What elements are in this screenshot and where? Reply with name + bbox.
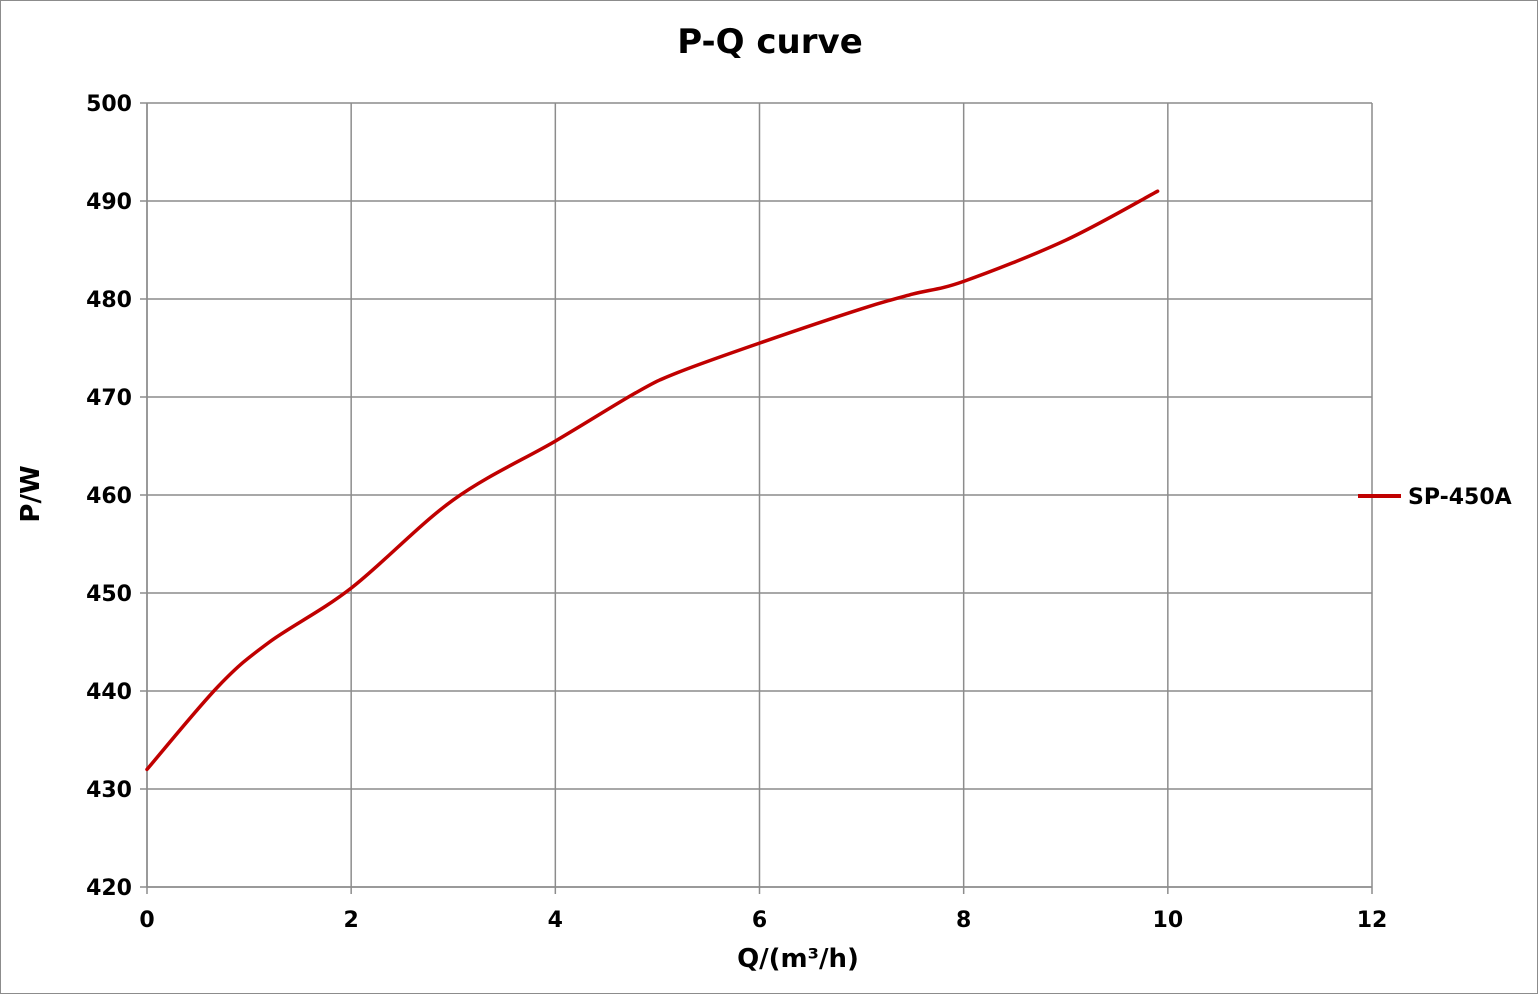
- y-tick-label-420: 420: [86, 876, 132, 901]
- x-tick-label-8: 8: [956, 908, 971, 933]
- y-axis-label: P/W: [16, 465, 46, 522]
- y-tick-label-480: 480: [86, 288, 132, 313]
- axes: [140, 102, 1373, 894]
- grid-lines: [146, 102, 1373, 888]
- y-tick-label-490: 490: [86, 190, 132, 215]
- legend-label-sp-450a: SP-450A: [1408, 485, 1512, 510]
- series-line-sp-450a: [145, 189, 1160, 772]
- x-tick-label-4: 4: [548, 908, 563, 933]
- y-tick-label-470: 470: [86, 386, 132, 411]
- y-tick-label-460: 460: [86, 484, 132, 509]
- x-tick-label-2: 2: [344, 908, 359, 933]
- x-tick-label-10: 10: [1153, 908, 1184, 933]
- x-tick-label-12: 12: [1357, 908, 1388, 933]
- legend: SP-450A: [1358, 485, 1512, 510]
- tick-labels: 420 430 440 450 460 470 480 490 500 0 2 4 6 8 10 12: [86, 92, 1387, 933]
- y-tick-label-450: 450: [86, 582, 132, 607]
- y-tick-label-440: 440: [86, 680, 132, 705]
- x-axis-label: Q/(m³/h): [737, 944, 859, 974]
- y-tick-label-500: 500: [86, 92, 132, 117]
- x-tick-label-6: 6: [752, 908, 767, 933]
- chart-title: P-Q curve: [677, 22, 863, 62]
- x-tick-label-0: 0: [139, 908, 154, 933]
- series-lines: [145, 189, 1160, 772]
- y-tick-label-430: 430: [86, 778, 132, 803]
